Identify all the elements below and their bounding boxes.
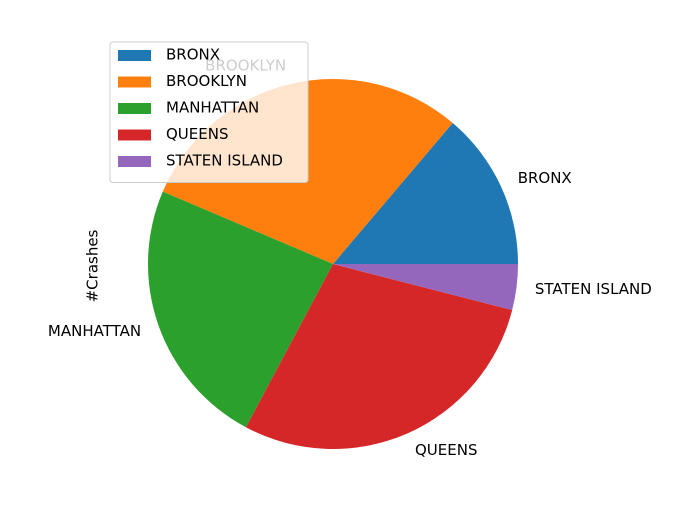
- legend-label-bronx: BRONX: [166, 46, 220, 64]
- slice-label-manhattan: MANHATTAN: [48, 322, 141, 340]
- pie-slice-queens: [245, 264, 513, 449]
- slice-label-queens: QUEENS: [415, 441, 477, 459]
- legend-box: [109, 41, 309, 183]
- pie-slice-bronx: [333, 122, 518, 264]
- slice-label-staten-island: STATEN ISLAND: [535, 280, 652, 298]
- legend-label-queens: QUEENS: [166, 125, 228, 143]
- pie-slice-staten-island: [333, 264, 518, 311]
- legend-swatch-staten-island: [118, 156, 151, 167]
- legend-label-manhattan: MANHATTAN: [166, 99, 259, 117]
- legend-swatch-bronx: [118, 50, 151, 61]
- legend-label-brooklyn: BROOKLYN: [166, 72, 247, 90]
- pie-slice-manhattan: [148, 191, 333, 428]
- y-axis-label: #Crashes: [84, 229, 102, 302]
- legend: BRONX BROOKLYN MANHATTAN QUEENS STATEN ISLAN…: [109, 41, 309, 183]
- legend-swatch-manhattan: [118, 103, 151, 114]
- legend-label-staten-island: STATEN ISLAND: [166, 152, 283, 170]
- legend-swatch-brooklyn: [118, 76, 151, 88]
- legend-swatch-queens: [118, 129, 151, 141]
- slice-label-bronx: BRONX: [518, 169, 572, 187]
